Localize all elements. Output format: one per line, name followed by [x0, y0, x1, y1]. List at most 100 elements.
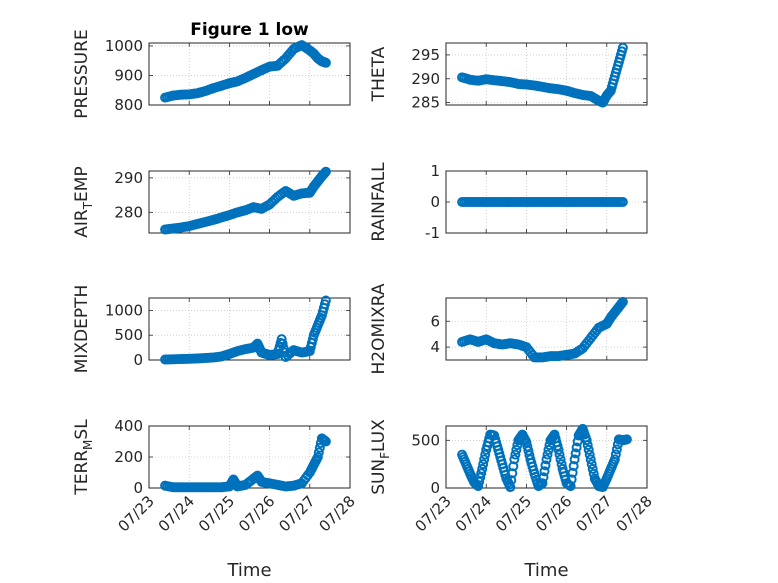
subplot-mixdepth: 0 500 1000 MIXDEPTH [72, 285, 351, 374]
data-point [537, 478, 548, 489]
data-point [617, 42, 628, 53]
x-tick-label: 07/25 [492, 492, 535, 535]
data-point [476, 468, 487, 479]
data-point [609, 454, 620, 465]
x-tick-label: 07/28 [613, 492, 656, 535]
data-point [539, 466, 550, 477]
data-point [473, 481, 484, 492]
subplot-theta: 285 290 295 THETA [369, 42, 648, 112]
series-h2omixra [457, 296, 628, 363]
data-point [278, 343, 289, 354]
data-point [312, 452, 323, 462]
series-rainfall [457, 197, 628, 207]
subplot-pressure: 800 900 1000 PRESSURE Figure 1 low [72, 20, 351, 119]
y-tick-label: 400 [114, 417, 143, 435]
y-tick-label: 500 [411, 431, 440, 449]
y-tick-label: 290 [411, 70, 440, 88]
x-tick-label: 07/28 [316, 492, 359, 535]
data-point [475, 472, 486, 483]
data-point [586, 459, 597, 470]
data-point [541, 454, 552, 465]
y-tick-label: 1 [430, 162, 440, 180]
y-tick-label: 1000 [105, 301, 143, 319]
data-point [621, 434, 632, 445]
data-point [611, 444, 622, 455]
data-point [617, 197, 628, 207]
x-tick-label: 07/24 [452, 492, 495, 535]
x-axis-label: Time [523, 560, 568, 581]
y-tick-label: 280 [114, 203, 143, 221]
data-point [320, 436, 331, 447]
data-point [567, 467, 578, 478]
y-axis-label: TERRMSL [72, 419, 95, 496]
y-tick-label: 0 [133, 351, 143, 369]
y-axis-label: H2OMIXRA [369, 283, 389, 374]
y-axis-label: RAINFALL [369, 162, 389, 242]
series-terr-msl [160, 433, 331, 493]
y-axis-label: MIXDEPTH [72, 285, 92, 374]
data-point [509, 454, 520, 465]
data-point [277, 338, 288, 349]
y-axis-label: THETA [369, 46, 389, 102]
data-point [522, 441, 533, 452]
series-air-temp [160, 166, 331, 235]
y-tick-label: 500 [114, 326, 143, 344]
data-point [582, 440, 593, 451]
data-point [478, 459, 489, 470]
y-tick-label: 6 [430, 312, 440, 330]
data-point [511, 444, 522, 455]
y-axis-label: SUNFLUX [369, 419, 392, 495]
data-point [542, 449, 553, 460]
data-point [571, 442, 582, 453]
data-point [320, 295, 331, 306]
subplot-rainfall: -1 0 1 RAINFALL [369, 162, 648, 242]
y-tick-label: 0 [430, 193, 440, 211]
x-axis-label: Time [226, 560, 271, 581]
x-tick-label: 07/25 [195, 492, 238, 535]
data-point [521, 437, 532, 448]
data-point [555, 454, 566, 465]
x-tick-label: 07/27 [572, 492, 615, 535]
data-point [320, 166, 331, 177]
data-point [320, 57, 331, 68]
x-tick-label: 07/23 [412, 492, 455, 535]
y-tick-label: 285 [411, 94, 440, 112]
y-tick-label: 900 [114, 66, 143, 84]
data-point [540, 460, 551, 471]
x-tick-label: 07/27 [275, 492, 318, 535]
data-point [553, 444, 564, 455]
data-point [566, 474, 577, 485]
data-point [583, 444, 594, 455]
x-tick-label: 07/26 [235, 492, 278, 535]
y-tick-label: 295 [411, 46, 440, 64]
data-point [554, 449, 565, 460]
y-axis-label: PRESSURE [72, 29, 92, 118]
y-tick-label: 1000 [105, 37, 143, 55]
data-point [314, 442, 325, 453]
data-point [587, 463, 598, 474]
x-tick-label: 07/24 [155, 492, 198, 535]
y-tick-label: 4 [430, 338, 440, 356]
y-tick-label: -1 [425, 224, 440, 242]
data-point [474, 476, 485, 487]
y-axis-label: AIRTEMP [72, 166, 95, 237]
series-mixdepth [160, 295, 331, 365]
data-point [617, 296, 628, 307]
y-tick-label: 200 [114, 448, 143, 466]
data-point [313, 447, 324, 458]
x-tick-label: 07/23 [115, 492, 158, 535]
series-pressure [160, 40, 331, 103]
data-point [581, 435, 592, 446]
data-point [276, 334, 287, 345]
series-theta [457, 42, 628, 108]
data-point [479, 454, 490, 465]
data-point [568, 461, 579, 472]
subplot-air-temp: 280 290 AIRTEMP [72, 166, 351, 238]
y-tick-label: 290 [114, 169, 143, 187]
data-point [565, 481, 576, 492]
data-point [610, 449, 621, 460]
chart-title: Figure 1 low [190, 20, 309, 40]
